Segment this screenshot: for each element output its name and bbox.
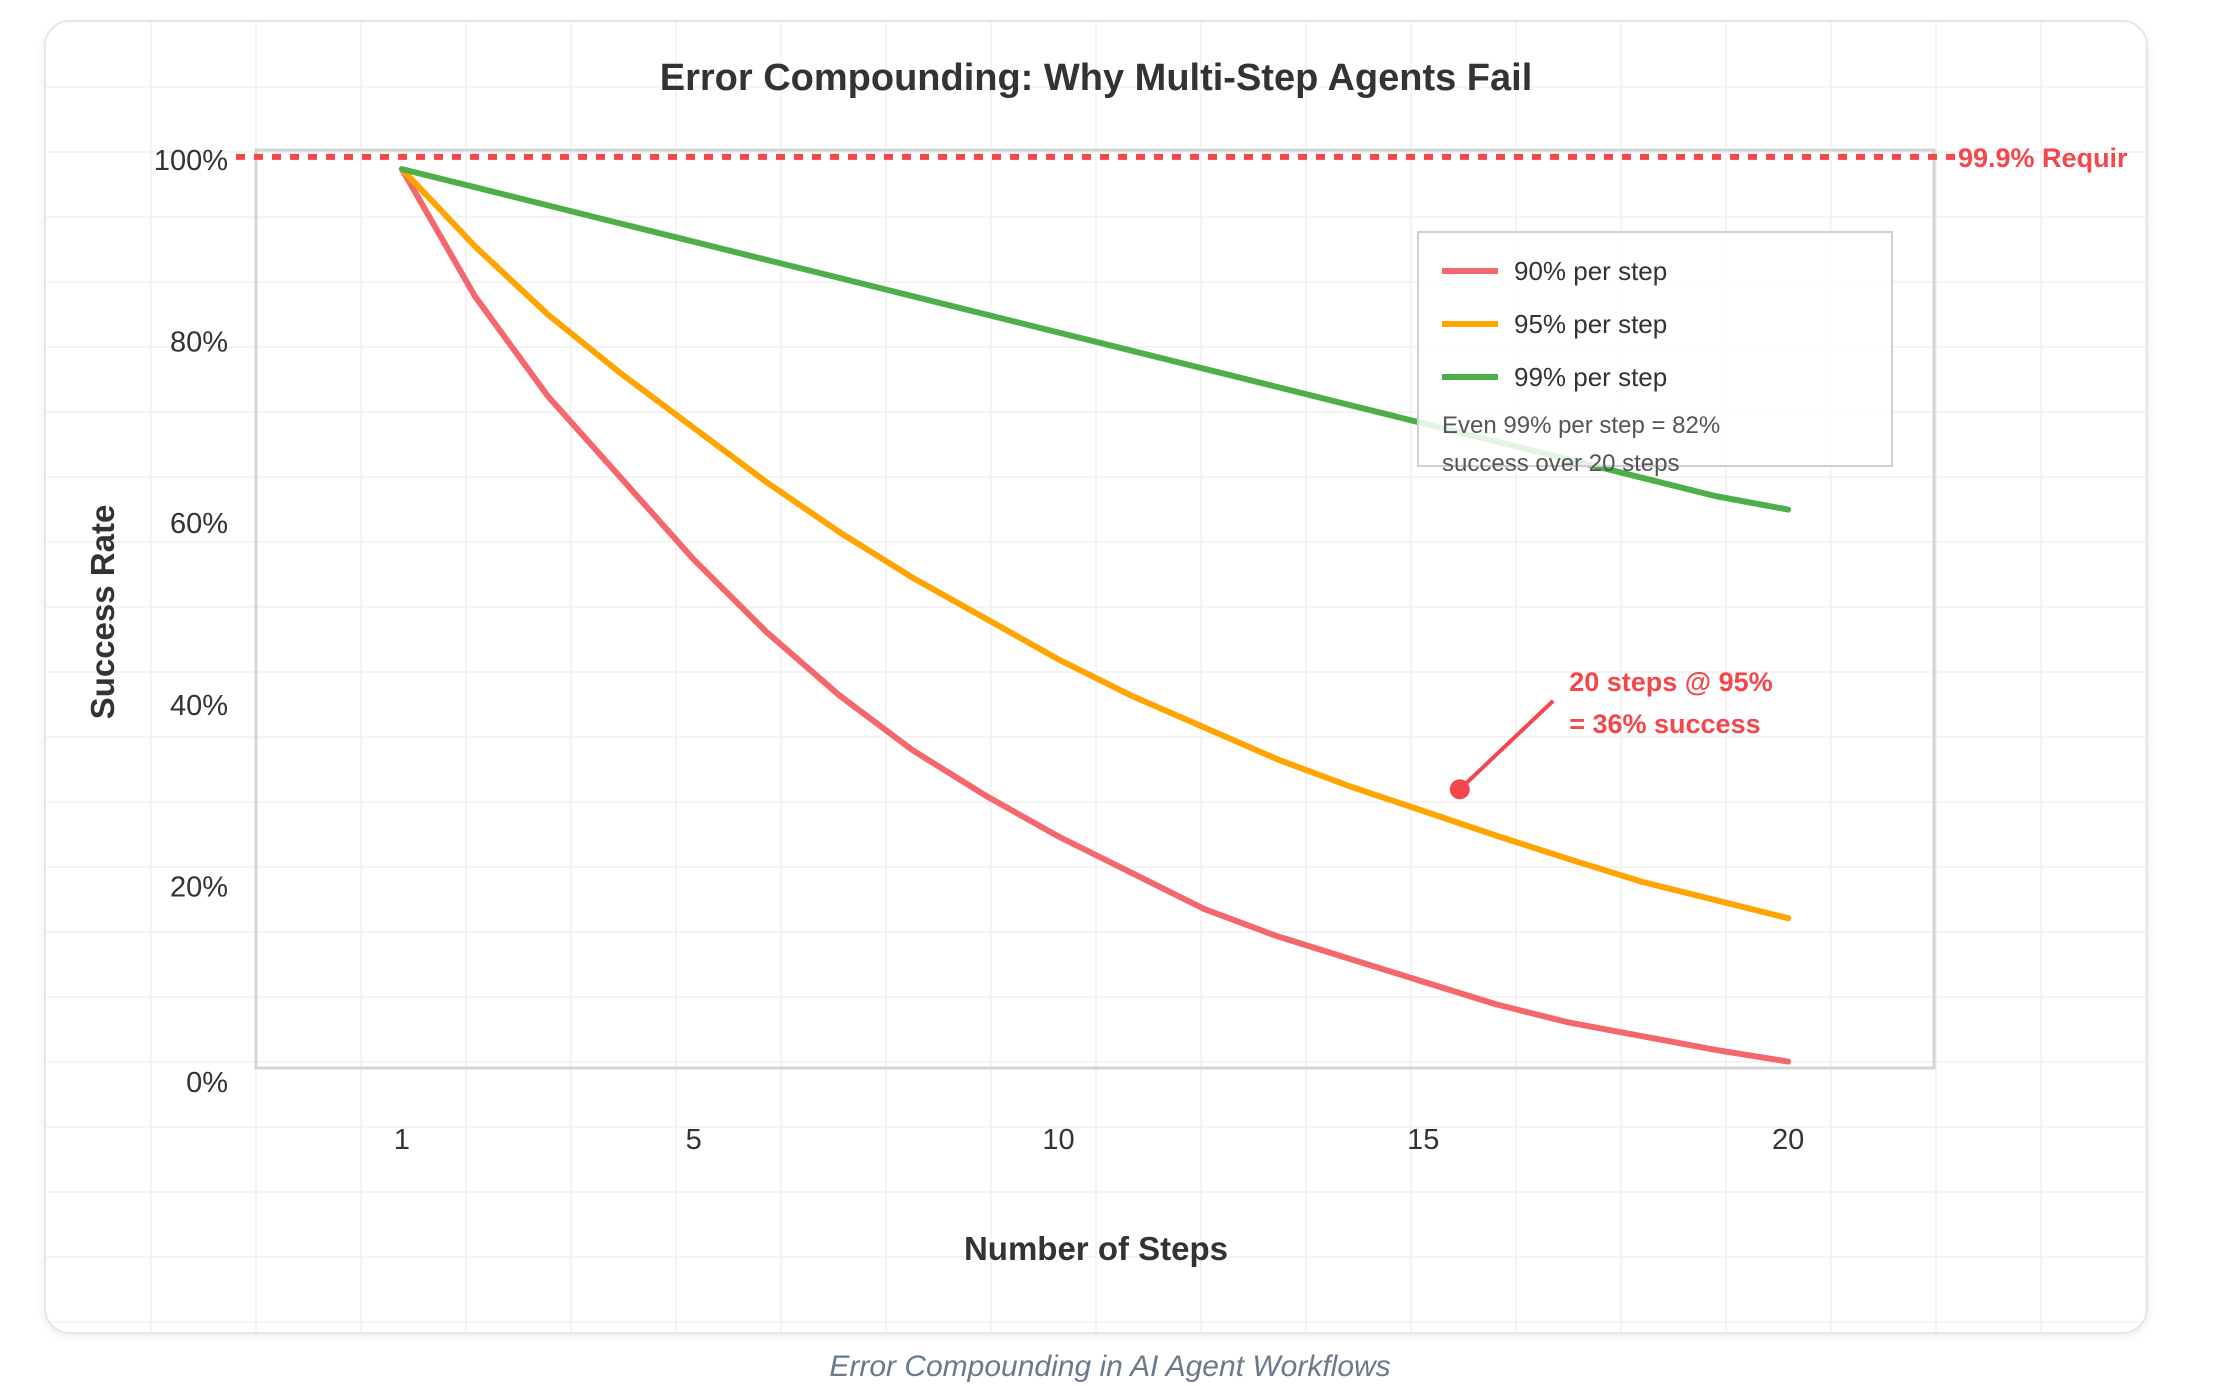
y-tick-label: 80% bbox=[170, 327, 228, 359]
x-tick-label: 15 bbox=[1407, 1124, 1439, 1156]
annotation: 20 steps @ 95% = 36% success bbox=[1449, 667, 1773, 800]
reference-line-label: 99.9% Requir bbox=[1958, 143, 2128, 173]
y-tick-label: 60% bbox=[170, 508, 228, 540]
legend-label-99-percent: 99% per step bbox=[1514, 362, 1667, 392]
y-axis-label: Success Rate bbox=[84, 505, 121, 720]
legend-label-90-percent: 90% per step bbox=[1514, 256, 1667, 286]
legend-note-line-1: Even 99% per step = 82% bbox=[1442, 412, 1720, 439]
y-tick-label: 0% bbox=[186, 1067, 228, 1099]
annotation-point bbox=[1449, 779, 1470, 800]
x-tick-label: 1 bbox=[394, 1124, 410, 1156]
annotation-text-line-1: 20 steps @ 95% bbox=[1569, 667, 1772, 697]
chart-card: 99.9% Requir 20 steps @ 95% = 36% succes… bbox=[44, 20, 2148, 1334]
legend-label-95-percent: 95% per step bbox=[1514, 309, 1667, 339]
plot-area-frame bbox=[254, 148, 1936, 1070]
series-line-95-percent bbox=[398, 166, 1792, 922]
y-axis-ticks: 0% 20% 40% 60% 80% 100% bbox=[154, 145, 228, 1099]
y-tick-label: 20% bbox=[170, 871, 228, 903]
x-tick-label: 10 bbox=[1042, 1124, 1074, 1156]
y-tick-label: 100% bbox=[154, 145, 228, 177]
y-tick-label: 40% bbox=[170, 690, 228, 722]
line-chart: 99.9% Requir 20 steps @ 95% = 36% succes… bbox=[46, 22, 2146, 1332]
legend-note-line-2: success over 20 steps bbox=[1442, 450, 1679, 477]
annotation-text-line-2: = 36% success bbox=[1569, 709, 1760, 739]
x-tick-label: 20 bbox=[1772, 1124, 1804, 1156]
figure-caption: Error Compounding in AI Agent Workflows bbox=[829, 1350, 1391, 1383]
series-line-90-percent bbox=[398, 166, 1792, 1065]
legend: 90% per step 95% per step 99% per step Eve… bbox=[1417, 231, 1893, 477]
legend-items: 90% per step 95% per step 99% per step bbox=[1442, 256, 1667, 392]
chart-title: Error Compounding: Why Multi-Step Agents… bbox=[660, 57, 1533, 99]
x-axis-ticks: 1 5 10 15 20 bbox=[394, 1124, 1804, 1156]
x-axis-label: Number of Steps bbox=[964, 1230, 1228, 1267]
annotation-arrow bbox=[1458, 699, 1555, 791]
x-tick-label: 5 bbox=[686, 1124, 702, 1156]
